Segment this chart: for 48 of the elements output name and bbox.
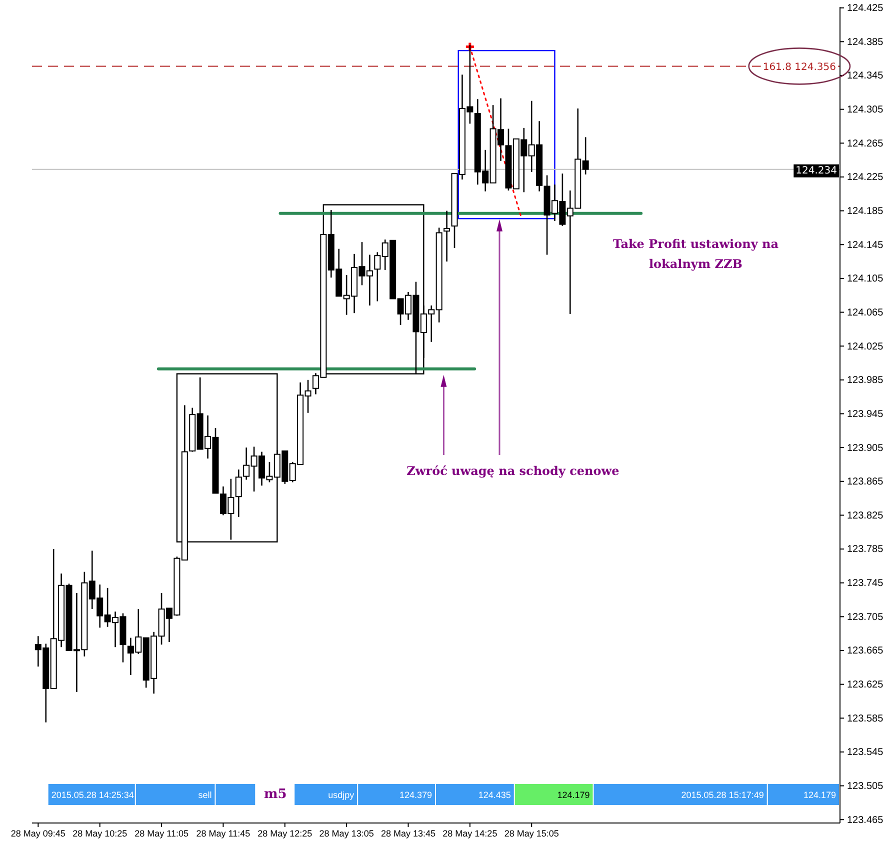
annotation: 124.179 [557,790,590,800]
annotation: usdjpy [328,790,355,800]
annotation: m5 [264,787,287,802]
x-tick-label: 28 May 09:45 [10,828,66,838]
candlestick [444,210,450,262]
y-tick-label: 123.585 [847,713,884,724]
y-tick-label: 123.865 [847,476,884,488]
x-tick-label: 28 May 13:45 [380,828,436,838]
y-tick-label: 124.225 [847,172,884,184]
x-tick-label: 28 May 10:25 [72,828,128,838]
annotation: 124.379 [399,790,432,800]
y-tick-label: 123.945 [847,408,884,420]
y-tick-label: 124.065 [847,307,884,318]
y-tick-label: 123.465 [847,814,884,826]
y-tick-label: 123.665 [847,646,884,657]
annotation: Take Profit ustawiony na lokalnym ZZB [612,237,779,271]
x-tick-label: 28 May 11:45 [196,828,250,838]
y-tick-label: 124.345 [847,70,884,82]
x-tick-label: 28 May 14:25 [442,828,498,838]
x-tick-label: 28 May 11:05 [134,828,188,838]
annotation: 2015.05.28 15:17:49 [681,790,764,800]
annotation: 124.435 [478,790,511,800]
y-tick-label: 123.545 [847,747,884,758]
y-tick-label: 124.425 [847,3,884,14]
annotation: 124.179 [803,790,836,800]
y-tick-label: 124.265 [847,138,884,150]
y-tick-label: 123.625 [847,680,884,691]
y-tick-label: 123.905 [847,442,884,454]
x-tick-label: 28 May 12:25 [258,828,312,838]
y-tick-label: 124.385 [847,36,884,48]
y-tick-label: 124.145 [847,240,884,251]
x-tick-label: 28 May 15:05 [504,828,559,838]
y-tick-label: 123.505 [847,780,884,792]
y-tick-label: 123.745 [847,578,884,590]
y-tick-label: 123.985 [847,375,884,386]
y-tick-label: 124.185 [847,206,884,217]
ref-line-label: 161.8 124.356 [762,62,836,74]
annotation: Zwróć uwagę na schody cenowe [406,464,620,478]
annotation: sell [198,790,212,800]
y-tick-label: 123.785 [847,544,884,556]
y-tick-label: 124.305 [847,104,884,116]
ref-line-label: 124.234 [796,165,837,176]
y-tick-label: 123.705 [847,612,884,623]
y-tick-label: 123.825 [847,510,884,522]
x-tick-label: 28 May 13:05 [319,828,374,838]
annotation: 2015.05.28 14:25:34 [51,790,134,800]
y-tick-label: 124.105 [847,274,884,285]
y-tick-label: 124.025 [847,341,884,352]
